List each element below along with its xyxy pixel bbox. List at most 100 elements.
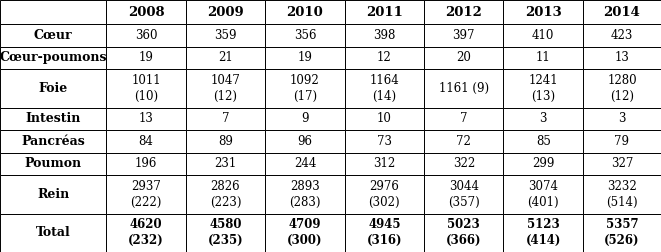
Bar: [265, 213, 344, 252]
Text: 1047
(12): 1047 (12): [211, 74, 241, 103]
Bar: [504, 47, 583, 69]
Text: 1280
(12): 1280 (12): [607, 74, 637, 103]
Bar: [0, 153, 106, 175]
Bar: [504, 69, 583, 108]
Text: Total: Total: [36, 226, 71, 239]
Bar: [106, 153, 186, 175]
Text: 299: 299: [532, 158, 555, 170]
Text: 2012: 2012: [446, 6, 483, 19]
Bar: [344, 47, 424, 69]
Bar: [186, 24, 265, 47]
Bar: [583, 108, 661, 130]
Bar: [424, 47, 504, 69]
Text: 4709
(300): 4709 (300): [287, 218, 323, 247]
Text: 1092
(17): 1092 (17): [290, 74, 320, 103]
Bar: [583, 213, 661, 252]
Bar: [504, 24, 583, 47]
Text: 4620
(232): 4620 (232): [128, 218, 164, 247]
Text: 423: 423: [611, 29, 633, 42]
Bar: [0, 47, 106, 69]
Bar: [106, 69, 186, 108]
Text: 2011: 2011: [366, 6, 403, 19]
Bar: [265, 130, 344, 153]
Bar: [583, 24, 661, 47]
Text: 85: 85: [536, 135, 551, 148]
Text: 96: 96: [297, 135, 313, 148]
Text: 7: 7: [221, 112, 229, 125]
Bar: [106, 47, 186, 69]
Bar: [106, 175, 186, 213]
Bar: [344, 175, 424, 213]
Text: 360: 360: [135, 29, 157, 42]
Text: 4580
(235): 4580 (235): [208, 218, 243, 247]
Bar: [186, 153, 265, 175]
Text: 356: 356: [293, 29, 316, 42]
Text: 3: 3: [618, 112, 626, 125]
Bar: [344, 69, 424, 108]
Bar: [504, 108, 583, 130]
Text: 13: 13: [139, 112, 153, 125]
Bar: [265, 153, 344, 175]
Text: 12: 12: [377, 51, 392, 65]
Bar: [0, 130, 106, 153]
Bar: [583, 153, 661, 175]
Text: 20: 20: [456, 51, 471, 65]
Text: 73: 73: [377, 135, 392, 148]
Text: 21: 21: [218, 51, 233, 65]
Text: 244: 244: [293, 158, 316, 170]
Text: 2976
(302): 2976 (302): [369, 180, 400, 209]
Text: 327: 327: [611, 158, 633, 170]
Text: 1011
(10): 1011 (10): [132, 74, 161, 103]
Bar: [583, 69, 661, 108]
Bar: [424, 108, 504, 130]
Bar: [344, 0, 424, 24]
Text: 11: 11: [536, 51, 551, 65]
Bar: [0, 24, 106, 47]
Bar: [0, 69, 106, 108]
Text: 2937
(222): 2937 (222): [130, 180, 162, 209]
Bar: [0, 0, 106, 24]
Bar: [583, 0, 661, 24]
Text: 1164
(14): 1164 (14): [369, 74, 399, 103]
Text: 231: 231: [214, 158, 237, 170]
Text: 2009: 2009: [207, 6, 244, 19]
Text: Cœur: Cœur: [34, 29, 73, 42]
Bar: [504, 130, 583, 153]
Text: 2008: 2008: [128, 6, 165, 19]
Text: 79: 79: [615, 135, 629, 148]
Text: 19: 19: [297, 51, 313, 65]
Text: 5123
(414): 5123 (414): [525, 218, 561, 247]
Bar: [0, 108, 106, 130]
Text: 1161 (9): 1161 (9): [439, 82, 489, 95]
Text: 2893
(283): 2893 (283): [289, 180, 321, 209]
Bar: [106, 108, 186, 130]
Text: 5357
(526): 5357 (526): [604, 218, 640, 247]
Text: 312: 312: [373, 158, 395, 170]
Bar: [424, 175, 504, 213]
Text: 2826
(223): 2826 (223): [210, 180, 241, 209]
Text: 10: 10: [377, 112, 392, 125]
Text: 410: 410: [532, 29, 555, 42]
Bar: [265, 108, 344, 130]
Text: Rein: Rein: [37, 188, 69, 201]
Bar: [186, 47, 265, 69]
Text: Poumon: Poumon: [24, 158, 82, 170]
Bar: [583, 47, 661, 69]
Bar: [265, 47, 344, 69]
Text: 72: 72: [456, 135, 471, 148]
Bar: [186, 130, 265, 153]
Text: 2014: 2014: [603, 6, 641, 19]
Bar: [265, 175, 344, 213]
Bar: [265, 0, 344, 24]
Text: 359: 359: [214, 29, 237, 42]
Bar: [504, 175, 583, 213]
Bar: [424, 69, 504, 108]
Text: 2010: 2010: [287, 6, 323, 19]
Text: 3232
(514): 3232 (514): [606, 180, 638, 209]
Text: 7: 7: [460, 112, 467, 125]
Bar: [186, 0, 265, 24]
Text: Intestin: Intestin: [26, 112, 81, 125]
Text: 4945
(316): 4945 (316): [367, 218, 402, 247]
Text: 322: 322: [453, 158, 475, 170]
Text: 398: 398: [373, 29, 395, 42]
